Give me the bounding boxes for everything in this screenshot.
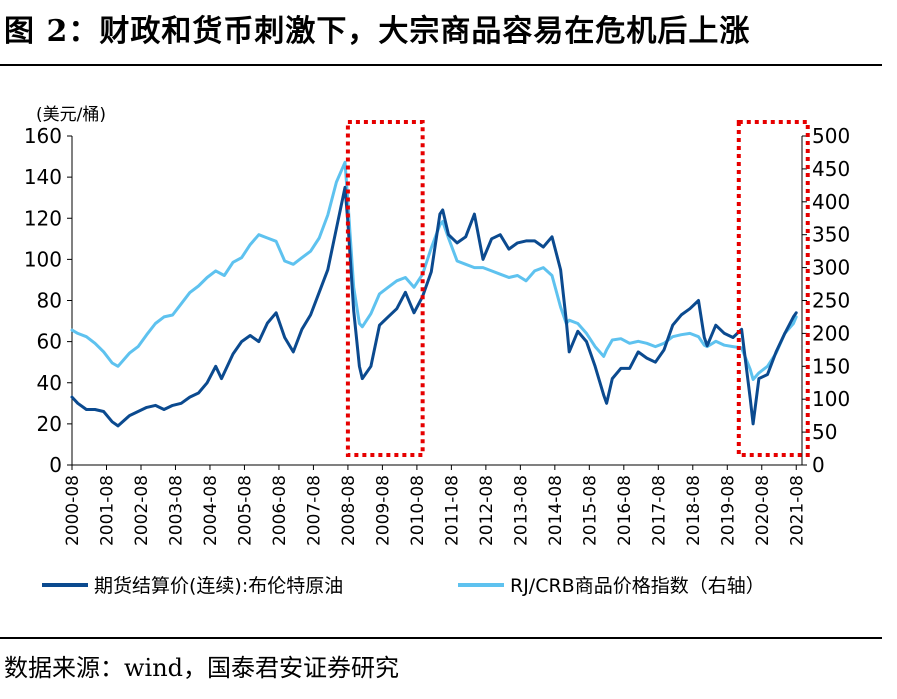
highlight-box-2 (736, 120, 810, 457)
x-tick-label: 2005-08 (235, 475, 255, 546)
x-tick-label: 2002-08 (132, 475, 152, 546)
right-y-tick-label: 150 (812, 354, 850, 378)
x-tick-label: 2001-08 (97, 475, 117, 546)
x-tick-label: 2010-08 (408, 475, 428, 546)
right-y-tick-label: 0 (812, 453, 825, 477)
source-rule (0, 637, 882, 639)
x-tick-label: 2000-08 (63, 475, 83, 546)
right-y-tick-label: 50 (812, 420, 837, 444)
left-y-tick-label: 80 (37, 289, 62, 313)
series-line-crb-index (70, 160, 798, 381)
left-y-tick-label: 60 (37, 330, 62, 354)
x-tick-label: 2012-08 (477, 475, 497, 546)
right-y-tick-label: 400 (812, 190, 850, 214)
title-rule (0, 64, 882, 66)
x-tick-label: 2006-08 (270, 475, 290, 546)
x-tick-label: 2003-08 (166, 475, 186, 546)
x-tick-label: 2014-08 (546, 475, 566, 546)
chart-title: 图 2：财政和货币刺激下，大宗商品容易在危机后上涨 (4, 14, 751, 49)
series-line-brent-oil (70, 185, 798, 428)
y-axis-unit-label: (美元/桶) (36, 105, 106, 125)
right-y-tick-label: 300 (812, 256, 850, 280)
right-y-tick-label: 500 (812, 124, 850, 148)
x-tick-label: 2013-08 (511, 475, 531, 546)
x-tick-label: 2020-08 (753, 475, 773, 546)
chart-figure: (美元/桶) 0 20 40 60 80 100 120 140 160 0 50 100 150 200… (24, 105, 850, 597)
right-y-tick-label: 200 (812, 321, 850, 345)
right-y-tick-label: 450 (812, 157, 850, 181)
left-y-tick-label: 20 (37, 412, 62, 436)
left-y-tick-label: 0 (49, 453, 62, 477)
x-tick-label: 2021-08 (787, 475, 807, 546)
x-tick-label: 2008-08 (339, 475, 359, 546)
x-tick-label: 2017-08 (649, 475, 669, 546)
legend-label-1: 期货结算价(连续):布伦特原油 (94, 575, 343, 597)
left-y-tick-label: 140 (24, 165, 62, 189)
x-tick-label: 2019-08 (718, 475, 738, 546)
left-y-tick-label: 120 (24, 206, 62, 230)
highlight-box-1 (345, 120, 425, 457)
x-tick-label: 2015-08 (580, 475, 600, 546)
left-y-tick-label: 160 (24, 124, 62, 148)
x-tick-label: 2009-08 (373, 475, 393, 546)
legend-label-2: RJ/CRB商品价格指数（右轴） (510, 575, 765, 597)
left-y-tick-label: 40 (37, 371, 62, 395)
right-y-tick-label: 100 (812, 387, 850, 411)
source-note: 数据来源：wind，国泰君安证券研究 (4, 654, 400, 682)
x-tick-label: 2018-08 (684, 475, 704, 546)
right-y-tick-label: 250 (812, 289, 850, 313)
x-tick-label: 2007-08 (304, 475, 324, 546)
left-y-tick-label: 100 (24, 247, 62, 271)
x-tick-label: 2016-08 (615, 475, 635, 546)
x-tick-label: 2004-08 (201, 475, 221, 546)
right-y-tick-label: 350 (812, 223, 850, 247)
x-tick-label: 2011-08 (442, 475, 462, 546)
